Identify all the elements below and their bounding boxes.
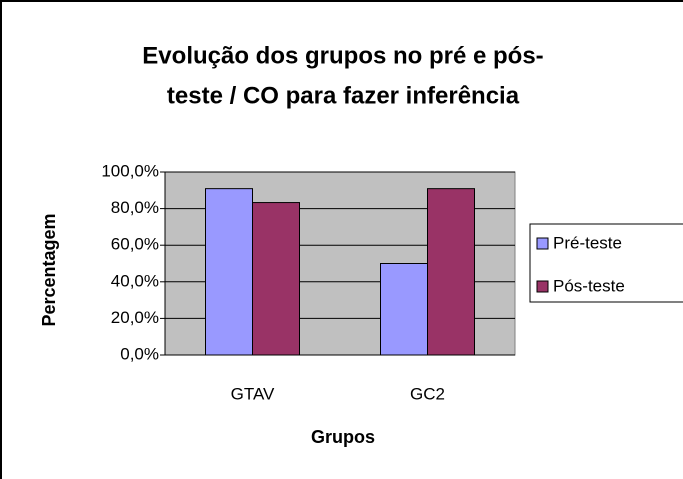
bar xyxy=(380,263,428,356)
legend-label: Pós-teste xyxy=(553,276,625,295)
x-axis-title: Grupos xyxy=(311,427,375,447)
bar xyxy=(205,188,253,356)
y-tick-label: 40,0% xyxy=(111,271,159,290)
x-tick-label: GTAV xyxy=(231,384,275,403)
chart-title: teste / CO para fazer inferência xyxy=(167,82,520,109)
legend-swatch xyxy=(536,237,549,250)
chart-title: Evolução dos grupos no pré e pós- xyxy=(142,42,543,69)
y-tick-label: 0,0% xyxy=(120,344,159,363)
bar xyxy=(427,188,475,356)
legend-label: Pré-teste xyxy=(553,233,622,252)
y-tick-label: 20,0% xyxy=(111,308,159,327)
x-tick-label: GC2 xyxy=(410,384,445,403)
bar xyxy=(252,202,300,356)
legend xyxy=(529,223,683,303)
y-tick-label: 80,0% xyxy=(111,198,159,217)
y-axis-title: Percentagem xyxy=(39,213,59,326)
y-tick-label: 100,0% xyxy=(101,161,159,180)
y-tick-label: 60,0% xyxy=(111,235,159,254)
legend-swatch xyxy=(536,280,549,293)
